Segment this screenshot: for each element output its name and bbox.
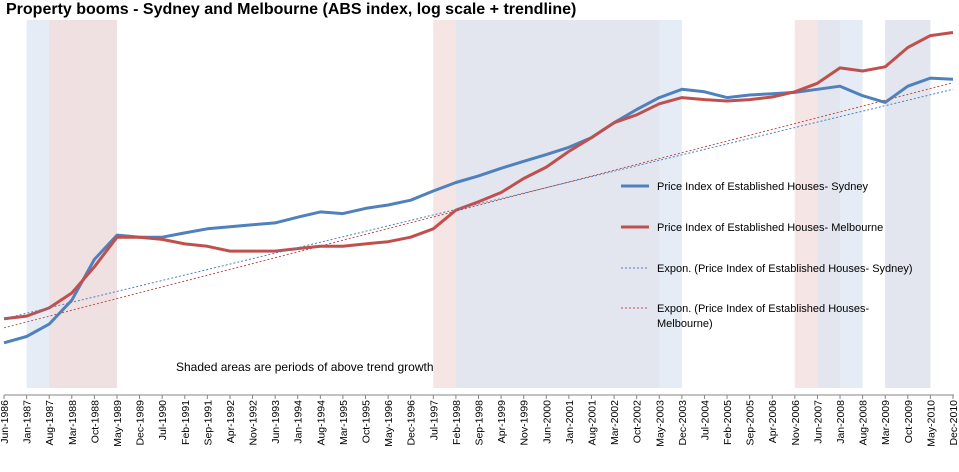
x-tick-label: Jan-2001 <box>564 400 576 444</box>
x-tick-label: Jun-2000 <box>541 400 553 444</box>
chart-title: Property booms - Sydney and Melbourne (A… <box>6 1 577 18</box>
x-tick-label: Mar-2002 <box>609 400 621 445</box>
x-tick-label: Apr-2006 <box>767 400 779 443</box>
legend-label-3: Expon. (Price Index of Established House… <box>657 303 872 330</box>
x-tick-label: Nov-2006 <box>790 400 802 446</box>
x-tick-label: Mar-1988 <box>67 400 79 445</box>
x-tick-label: Nov-1992 <box>248 400 260 446</box>
x-tick-label: Sep-1991 <box>202 400 214 446</box>
x-tick-label: Aug-1994 <box>315 400 327 446</box>
series-layer <box>3 31 954 345</box>
x-tick-label: Jun-1993 <box>270 400 282 444</box>
x-tick-label: Nov-1999 <box>519 400 531 446</box>
legend-label-2: Expon. (Price Index of Established House… <box>657 263 913 275</box>
series-line-2 <box>3 88 954 320</box>
x-tick-label: Feb-1991 <box>180 400 192 445</box>
x-tick-label: May-1996 <box>383 400 395 447</box>
x-tick-label: Aug-2001 <box>587 400 599 446</box>
x-tick-label: Jun-1986 <box>0 400 11 444</box>
x-tick-label: Jan-2008 <box>835 400 847 444</box>
x-tick-label: Oct-1995 <box>361 400 373 443</box>
legend: Price Index of Established Houses- Sydne… <box>621 181 913 330</box>
shaded-period-melbourne-1 <box>49 20 118 388</box>
x-tick-label: Dec-1996 <box>406 400 418 446</box>
x-tick-label: Oct-1988 <box>89 400 101 443</box>
x-tick-label: Aug-1987 <box>44 400 56 446</box>
x-tick-label: May-2010 <box>925 400 937 447</box>
x-tick-label: Jun-2007 <box>812 400 824 444</box>
shaded-period-sydney-5 <box>817 20 863 388</box>
x-tick-label: Jan-1987 <box>22 400 34 444</box>
x-tick-label: Aug-2008 <box>858 400 870 446</box>
x-tick-label: Jul-1997 <box>428 400 440 440</box>
x-tick-label: Sep-2005 <box>745 400 757 446</box>
x-tick-label: Jul-2004 <box>700 400 712 440</box>
shading-layer <box>26 20 931 388</box>
legend-label-1: Price Index of Established Houses- Melbo… <box>657 222 883 234</box>
x-tick-label: Feb-2005 <box>722 400 734 445</box>
x-tick-label: Oct-2009 <box>903 400 915 443</box>
shaded-areas-annotation: Shaded areas are periods of above trend … <box>176 360 434 374</box>
x-tick-label: Dec-1989 <box>135 400 147 446</box>
x-tick-label: Dec-2003 <box>677 400 689 446</box>
x-axis-ticks: Jun-1986 Jan-1987 Aug-1987 Mar-1988 Oct-1988… <box>0 395 959 447</box>
series-line-1 <box>3 31 954 321</box>
x-tick-label: May-1989 <box>112 400 124 447</box>
legend-label-0: Price Index of Established Houses- Sydne… <box>657 181 868 193</box>
x-tick-label: Apr-1999 <box>496 400 508 443</box>
x-tick-label: Sep-1998 <box>474 400 486 446</box>
x-tick-label: Mar-2009 <box>880 400 892 445</box>
x-tick-label: Jan-1994 <box>293 400 305 444</box>
x-tick-label: Dec-2010 <box>948 400 959 446</box>
x-tick-label: Jul-1990 <box>157 400 169 440</box>
x-tick-label: Oct-2002 <box>632 400 644 443</box>
x-tick-label: May-2003 <box>654 400 666 447</box>
x-tick-label: Mar-1995 <box>338 400 350 445</box>
series-line-3 <box>3 82 954 329</box>
x-tick-label: Feb-1998 <box>451 400 463 445</box>
shaded-period-sydney-3 <box>455 20 682 388</box>
shaded-period-sydney-7 <box>885 20 931 388</box>
x-tick-label: Apr-1992 <box>225 400 237 443</box>
